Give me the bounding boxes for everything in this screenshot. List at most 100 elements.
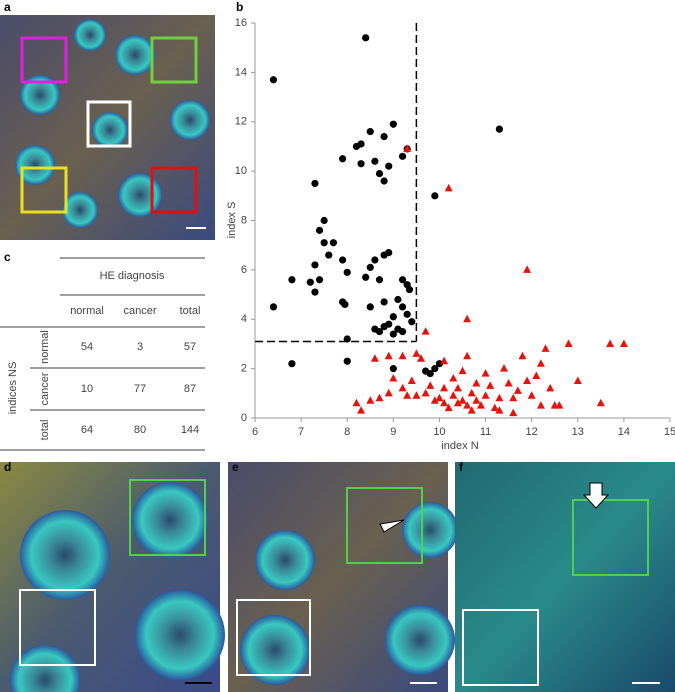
panel-label: a <box>4 0 11 14</box>
point <box>311 288 319 296</box>
point <box>523 265 532 273</box>
point <box>458 366 467 375</box>
point <box>476 401 485 409</box>
x-tick-label: 9 <box>390 426 396 438</box>
point <box>320 239 328 247</box>
point <box>463 314 472 323</box>
point <box>417 354 425 362</box>
point <box>398 276 407 284</box>
y-axis-label: index S <box>226 202 238 239</box>
point <box>536 359 545 367</box>
y-tick-label: 14 <box>235 66 247 78</box>
point <box>389 374 398 382</box>
x-tick-label: 7 <box>298 426 304 438</box>
panel-label: c <box>4 250 11 264</box>
point <box>407 376 416 384</box>
table-cell: 77 <box>134 383 146 395</box>
point <box>343 335 351 343</box>
x-tick-label: 6 <box>252 426 258 438</box>
point <box>366 303 374 311</box>
point <box>486 381 495 389</box>
point <box>362 34 370 42</box>
point <box>430 396 439 404</box>
point <box>481 369 490 377</box>
x-axis-label: index N <box>441 440 478 452</box>
point <box>412 349 421 357</box>
point <box>394 295 402 304</box>
point <box>357 160 365 168</box>
point <box>421 388 430 397</box>
x-tick-label: 10 <box>433 426 445 438</box>
panel-label: f <box>459 460 464 474</box>
column-group: HE diagnosis <box>100 270 165 282</box>
point <box>453 398 462 407</box>
point <box>389 120 397 128</box>
y-tick-label: 0 <box>241 412 247 424</box>
point <box>366 128 374 136</box>
point <box>472 396 481 404</box>
point <box>435 360 444 368</box>
panel-label: b <box>236 0 243 14</box>
point <box>362 273 370 281</box>
point <box>500 364 508 372</box>
point <box>329 239 337 247</box>
y-tick-label: 16 <box>235 17 247 29</box>
point <box>375 393 384 402</box>
point <box>398 152 407 160</box>
point <box>463 351 472 360</box>
table-cell: 10 <box>81 383 93 395</box>
point <box>555 401 564 409</box>
x-tick-label: 11 <box>480 426 491 438</box>
point <box>422 367 430 375</box>
point <box>536 401 545 409</box>
point <box>467 406 476 414</box>
point <box>440 398 449 407</box>
point <box>398 303 407 311</box>
table-cell: 87 <box>184 383 196 395</box>
x-tick-label: 8 <box>344 426 350 438</box>
point <box>458 396 467 404</box>
point <box>444 403 453 412</box>
point <box>564 339 573 347</box>
point <box>453 383 462 392</box>
point <box>495 393 504 402</box>
row-header: cancer <box>39 372 51 405</box>
table-cell: 144 <box>181 424 199 436</box>
point <box>269 303 278 311</box>
y-tick-label: 12 <box>235 116 247 128</box>
point <box>467 388 476 397</box>
point <box>380 298 388 306</box>
point <box>375 327 384 336</box>
point <box>532 371 541 380</box>
point <box>398 383 407 392</box>
column-header: normal <box>70 305 104 317</box>
point <box>371 157 379 165</box>
point <box>389 330 397 338</box>
y-tick-label: 8 <box>241 214 247 226</box>
x-tick-label: 13 <box>572 426 584 438</box>
point <box>343 268 351 276</box>
panel-label: d <box>4 460 11 474</box>
image-f <box>455 462 675 692</box>
x-tick-label: 12 <box>526 426 538 438</box>
point <box>352 398 361 407</box>
point <box>472 378 481 387</box>
point <box>523 376 532 384</box>
point <box>311 261 319 269</box>
point <box>440 356 449 365</box>
point <box>405 286 414 294</box>
point <box>370 354 379 362</box>
point <box>371 256 379 264</box>
point <box>509 408 518 417</box>
point <box>375 276 384 284</box>
point <box>320 216 328 225</box>
x-tick-label: 15 <box>664 426 675 438</box>
point <box>431 365 439 373</box>
table-cell: 57 <box>184 341 196 353</box>
point <box>385 320 393 328</box>
point <box>380 132 388 141</box>
point <box>426 381 435 389</box>
point <box>366 263 374 272</box>
point <box>444 183 453 192</box>
point <box>619 339 628 347</box>
